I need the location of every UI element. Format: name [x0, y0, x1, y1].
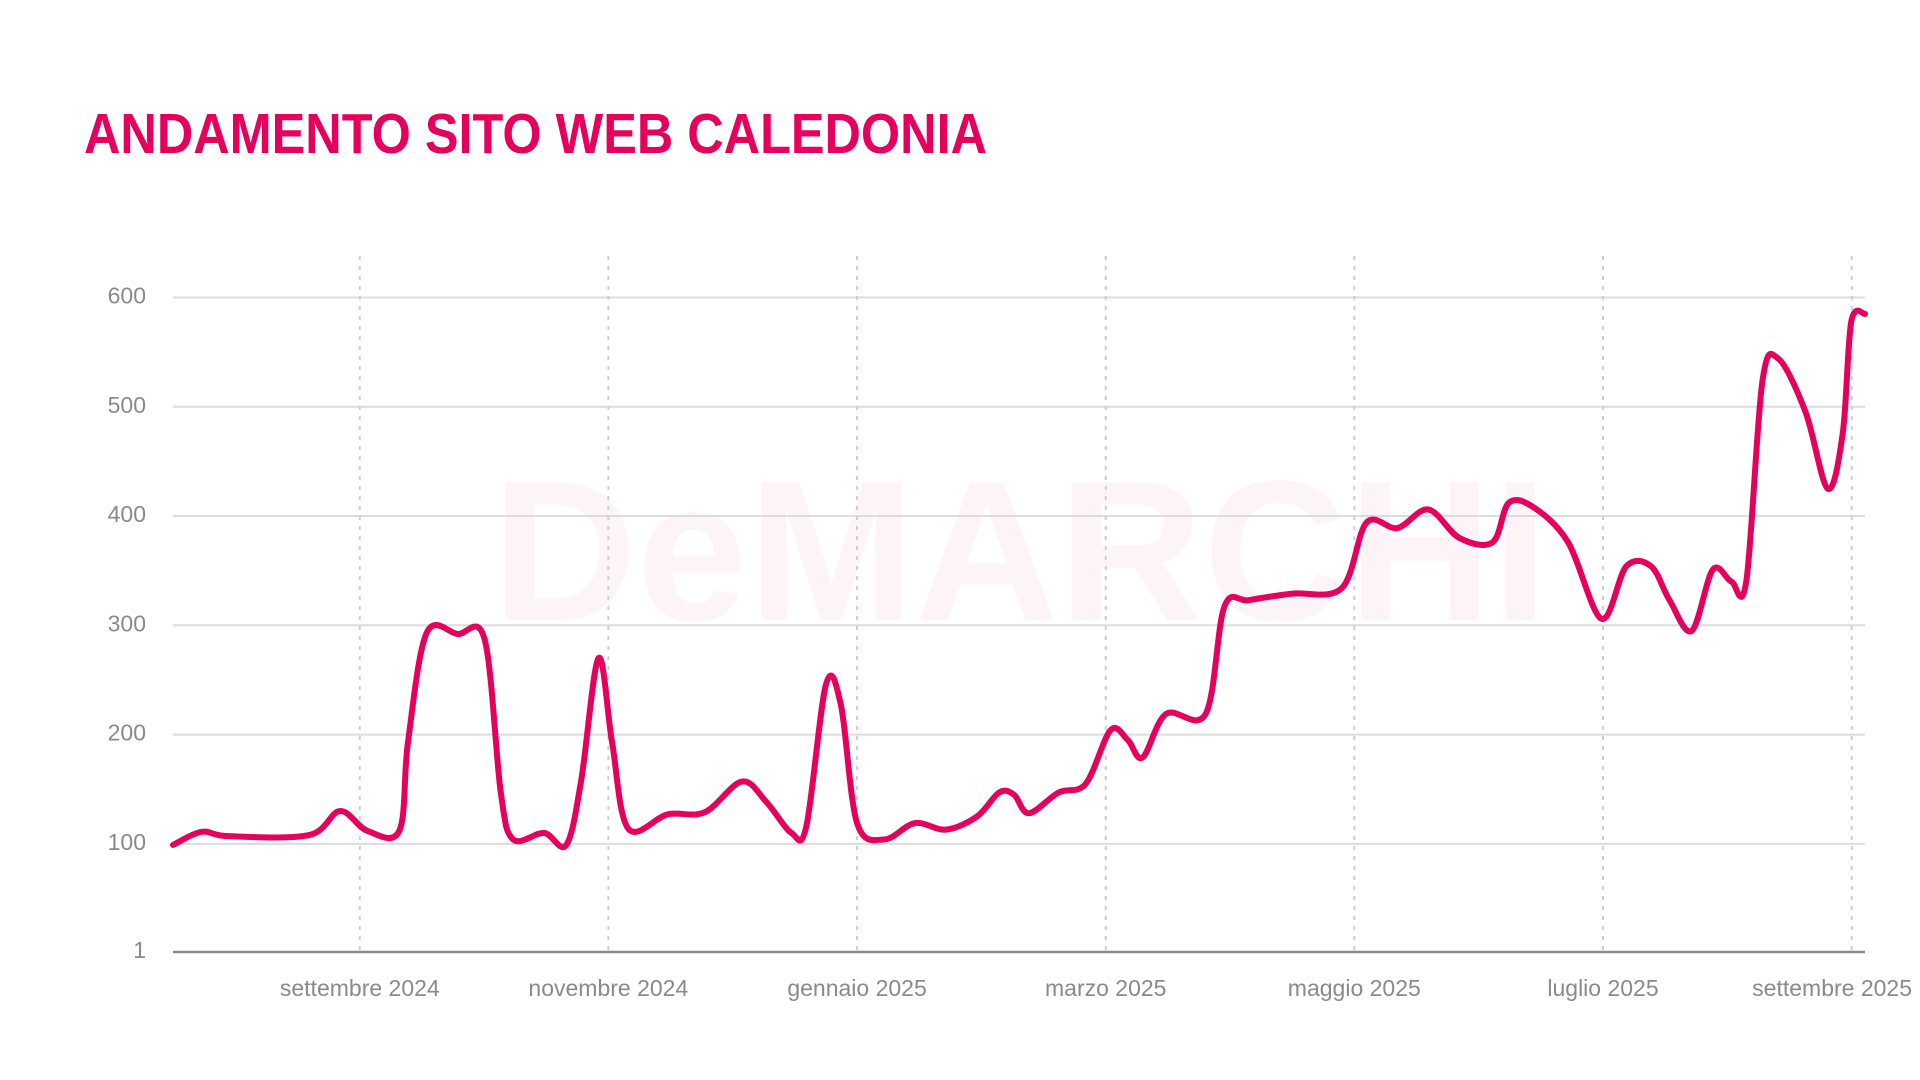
x-tick-label: settembre 2024 — [280, 975, 440, 1001]
y-tick-label: 1 — [133, 937, 146, 963]
y-tick-label: 300 — [108, 610, 146, 636]
y-tick-label: 400 — [108, 501, 146, 527]
x-tick-label: novembre 2024 — [528, 975, 688, 1001]
chart-title: ANDAMENTO SITO WEB CALEDONIA — [84, 102, 987, 166]
x-tick-label: gennaio 2025 — [787, 975, 926, 1001]
y-tick-label: 600 — [108, 283, 146, 309]
watermark: DeMARCHI — [492, 440, 1548, 663]
x-tick-label: luglio 2025 — [1547, 975, 1658, 1001]
x-tick-label: marzo 2025 — [1045, 975, 1166, 1001]
data-line — [170, 307, 1868, 850]
x-tick-label: settembre 2025 — [1752, 975, 1912, 1001]
y-tick-label: 100 — [108, 829, 146, 855]
y-tick-label: 200 — [108, 720, 146, 746]
y-tick-label: 500 — [108, 392, 146, 418]
x-tick-label: maggio 2025 — [1288, 975, 1421, 1001]
